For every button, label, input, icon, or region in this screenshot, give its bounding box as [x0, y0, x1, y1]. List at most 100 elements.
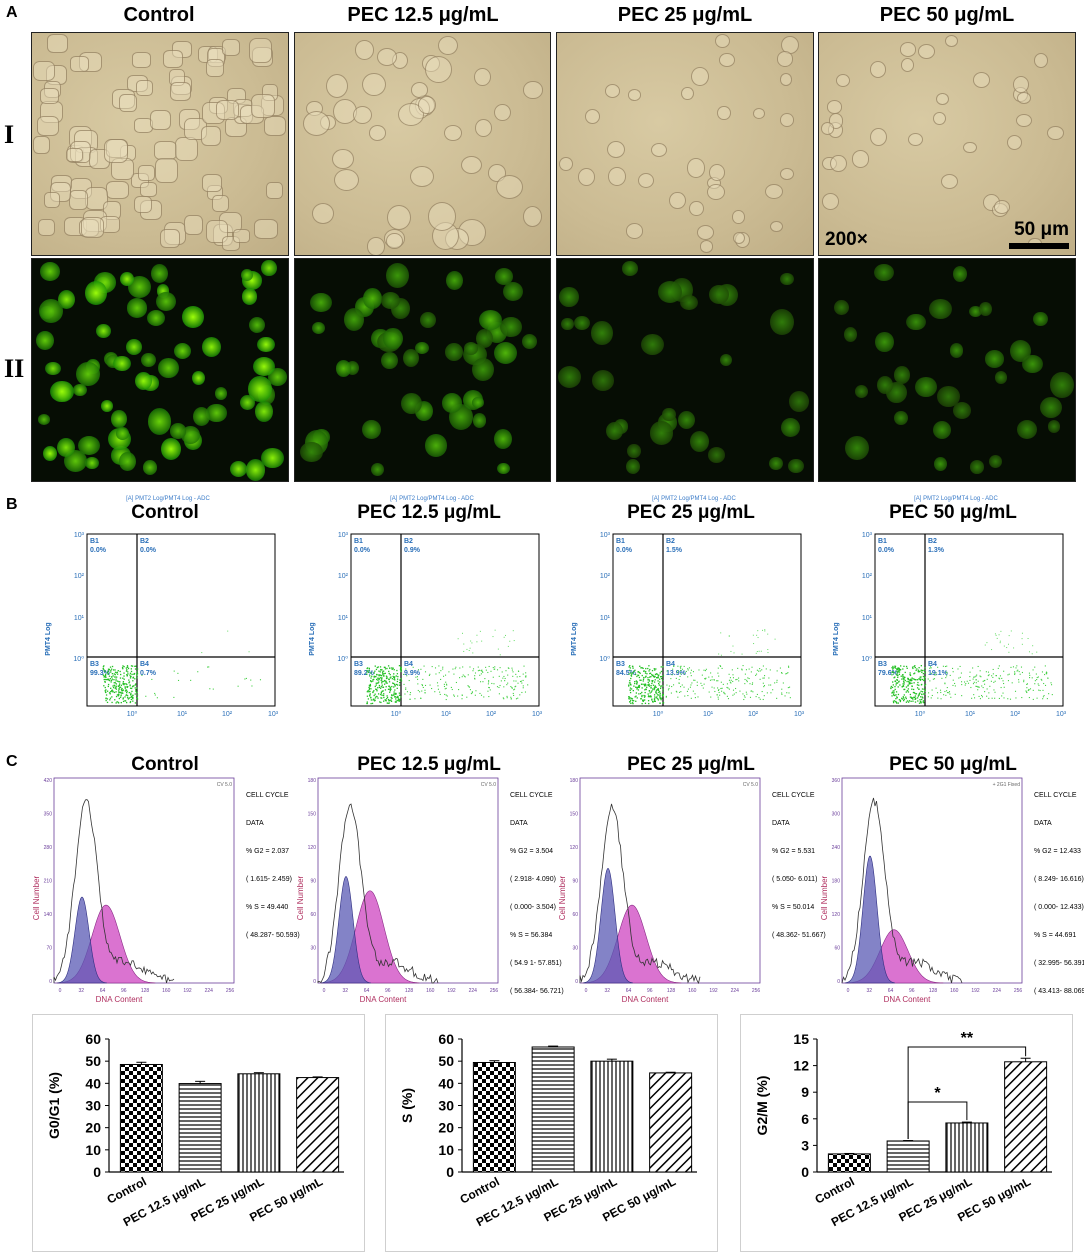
- x-tick-label: 10³: [532, 711, 543, 718]
- flow-dot: [762, 682, 764, 684]
- flow-dot: [902, 685, 905, 687]
- flow-dot: [640, 698, 642, 700]
- cell-cycle-side-text: ( 43.413- 88.069): [1034, 988, 1084, 995]
- cell-shape: [779, 73, 793, 86]
- flow-dot: [128, 682, 130, 684]
- flow-dot: [662, 685, 664, 687]
- flow-dot: [648, 679, 650, 681]
- flow-dot: [730, 650, 732, 652]
- cell-shape: [136, 80, 154, 96]
- cell-shape: [1016, 113, 1033, 128]
- flow-dot: [629, 691, 632, 694]
- cell-shape: [201, 126, 222, 147]
- flow-dot: [442, 668, 444, 670]
- flow-dot: [111, 696, 113, 698]
- flow-dot: [721, 667, 723, 669]
- flow-dot: [135, 697, 138, 699]
- quadrant-b1-value: 0.0%: [354, 547, 371, 554]
- flow-dot: [644, 676, 647, 678]
- flow-dot: [892, 700, 895, 702]
- fluorescent-cell: [1050, 371, 1074, 399]
- flow-dot: [892, 668, 894, 670]
- flow-dot: [974, 676, 976, 678]
- flow-dot: [906, 680, 908, 683]
- flow-dot: [917, 670, 919, 673]
- y-tick-label: 20: [85, 1120, 101, 1136]
- flow-dot: [374, 665, 376, 667]
- flow-dot: [913, 696, 916, 699]
- flow-dot: [896, 674, 898, 676]
- g1-phase-area: [583, 868, 633, 984]
- flow-dot: [1018, 681, 1020, 683]
- flow-dot: [784, 695, 786, 697]
- flow-dot: [1047, 677, 1049, 679]
- flow-dot: [379, 701, 381, 703]
- cell-shape: [827, 100, 843, 114]
- flow-dot: [713, 679, 715, 681]
- flow-dot: [659, 672, 661, 674]
- cell-shape: [40, 87, 59, 104]
- flow-dot: [982, 680, 984, 682]
- flow-dot: [388, 670, 390, 673]
- flow-dot: [654, 696, 656, 698]
- flow-dot: [119, 681, 121, 683]
- flow-dot: [415, 676, 417, 678]
- flow-dot: [498, 693, 500, 695]
- cell-shape: [332, 148, 355, 170]
- flow-dot: [651, 699, 653, 701]
- flow-dot: [367, 671, 370, 673]
- flow-dot: [380, 693, 382, 696]
- flow-dot: [443, 683, 445, 685]
- cell-shape: [638, 173, 655, 189]
- flow-dot: [698, 669, 700, 671]
- flow-dot: [369, 683, 372, 686]
- fluorescent-cell: [240, 268, 253, 281]
- flow-dot: [923, 669, 926, 672]
- cell-shape: [714, 33, 731, 49]
- fluorescent-cell: [874, 263, 894, 281]
- flow-dot: [670, 678, 672, 680]
- fluorescent-cell: [494, 428, 513, 449]
- fluorescent-cell: [85, 281, 108, 305]
- flow-dot: [901, 697, 903, 699]
- cell-shape: [690, 66, 709, 86]
- fluorescent-cell: [245, 458, 266, 481]
- flow-dot: [787, 665, 790, 667]
- flow-dot: [378, 686, 381, 689]
- flow-dot: [375, 682, 377, 684]
- flow-dot: [654, 669, 656, 671]
- flow-dot: [372, 691, 374, 693]
- cell-shape: [32, 60, 56, 82]
- flow-dot: [732, 694, 734, 696]
- flow-dot: [1000, 630, 1002, 632]
- fluorescence-image-control: [31, 258, 289, 482]
- cell-shape: [254, 219, 279, 240]
- flow-dot: [762, 665, 764, 667]
- cell-cycle-side-text: DATA: [246, 820, 264, 827]
- fluorescent-cell: [112, 355, 131, 372]
- flow-dot: [906, 700, 909, 702]
- flow-dot: [445, 698, 447, 701]
- y-tick-label: 0: [837, 979, 840, 985]
- flow-dot: [897, 676, 899, 678]
- flow-dot: [400, 680, 403, 682]
- flow-dot: [666, 684, 668, 686]
- flow-dot: [691, 682, 693, 684]
- cell-shape: [918, 44, 936, 59]
- flow-dot: [461, 698, 463, 700]
- flow-dot: [946, 665, 948, 667]
- dna-content-axis-label: DNA Content: [96, 995, 143, 1004]
- flow-dot: [671, 674, 673, 676]
- fluorescent-cell: [446, 270, 463, 290]
- flow-dot: [368, 667, 371, 670]
- fluorescent-cell: [40, 262, 60, 282]
- flow-dot: [446, 684, 448, 686]
- cell-shape: [577, 168, 596, 187]
- flow-dot: [637, 674, 639, 676]
- flow-dot: [718, 691, 720, 694]
- flow-dot: [128, 679, 130, 681]
- y-tick-label: 10: [438, 1142, 454, 1158]
- flow-dot: [154, 692, 156, 695]
- flow-dot: [937, 697, 939, 699]
- flow-dot: [637, 686, 640, 689]
